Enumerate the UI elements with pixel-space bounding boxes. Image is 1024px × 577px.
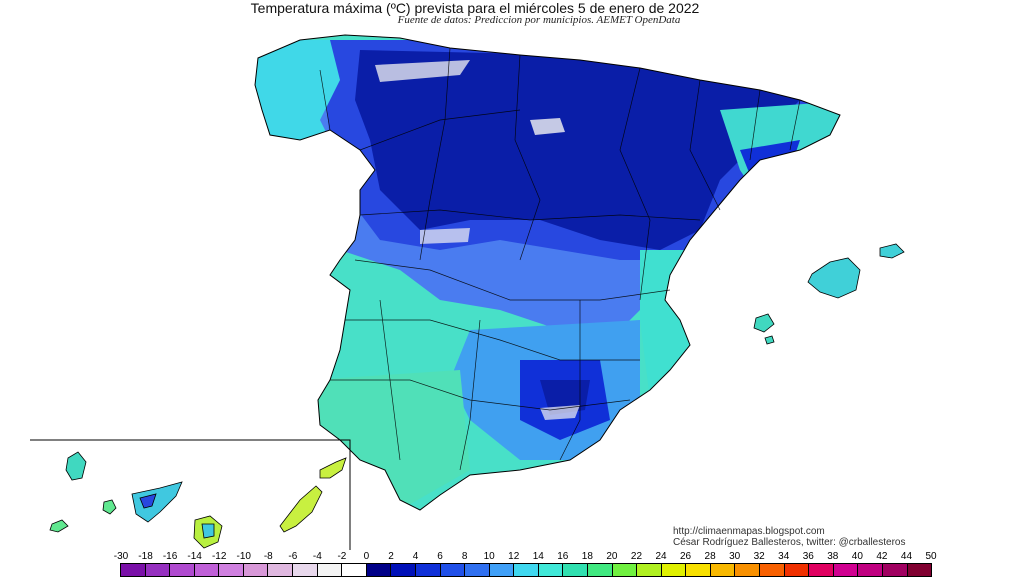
legend-label: 22 <box>630 551 643 562</box>
legend-label: 40 <box>851 551 863 562</box>
legend-swatch <box>391 564 416 576</box>
credits-url: http://climaenmapas.blogspot.com <box>673 526 825 537</box>
legend-label: 24 <box>655 551 667 562</box>
legend-swatch <box>710 564 736 576</box>
legend-label: 0 <box>363 551 370 562</box>
legend-label: 38 <box>827 551 839 562</box>
legend-label: -12 <box>211 551 227 562</box>
legend-label: 28 <box>704 551 716 562</box>
legend-swatch <box>243 564 269 576</box>
legend-swatch <box>342 564 367 576</box>
legend-label: 42 <box>876 551 888 562</box>
legend-label: 8 <box>461 551 468 562</box>
legend-swatch <box>268 564 294 576</box>
legend-swatch <box>907 564 932 576</box>
legend-swatch <box>760 564 785 576</box>
legend-label: 34 <box>778 551 790 562</box>
legend-label: 50 <box>925 551 937 562</box>
legend-label: -4 <box>312 551 322 562</box>
balearic-islands <box>753 243 905 345</box>
legend-swatch <box>882 564 908 576</box>
legend-label: 6 <box>437 551 443 562</box>
legend-swatch <box>145 564 171 576</box>
credits: http://climaenmapas.blogspot.com César R… <box>673 526 905 548</box>
legend-label: 20 <box>606 551 618 562</box>
legend-swatch <box>538 564 564 576</box>
legend-swatch <box>170 564 195 576</box>
legend-swatch <box>489 564 515 576</box>
legend-swatch <box>194 564 220 576</box>
legend-swatch <box>121 564 146 576</box>
legend-label: 30 <box>729 551 741 562</box>
legend-swatch <box>809 564 834 576</box>
legend-swatch <box>612 564 638 576</box>
credits-author: César Rodríguez Ballesteros, twitter: @c… <box>673 537 906 548</box>
legend-swatch <box>415 564 441 576</box>
legend-swatch <box>440 564 466 576</box>
legend-label: 10 <box>483 551 495 562</box>
legend-swatch <box>366 564 392 576</box>
legend-label: 26 <box>679 551 692 562</box>
legend-label: -30 <box>113 551 129 562</box>
legend-label: -8 <box>263 551 273 562</box>
legend-swatch <box>465 564 490 576</box>
legend-swatch <box>317 564 343 576</box>
map-title: Temperatura máxima (ºC) prevista para el… <box>250 0 700 16</box>
color-legend: -30 -18 -16 -14 -12 -10 -8 -6 -4 -2 0 2 4 6 8 10 12 14 16 1… <box>114 551 937 577</box>
legend-swatch <box>293 564 318 576</box>
legend-label: -2 <box>337 551 347 562</box>
legend-swatch <box>858 564 883 576</box>
legend-swatch <box>784 564 810 576</box>
legend-swatch <box>219 564 244 576</box>
legend-label: -10 <box>236 551 251 562</box>
legend-label: -6 <box>288 551 298 562</box>
legend-swatch <box>686 564 711 576</box>
legend-swatch <box>563 564 588 576</box>
legend-label: 32 <box>753 551 765 562</box>
peninsula <box>254 34 841 511</box>
legend-swatch <box>587 564 613 576</box>
legend-swatch <box>833 564 859 576</box>
legend-swatch <box>661 564 687 576</box>
map-subtitle: Fuente de datos: Prediccion por municipi… <box>397 14 681 26</box>
legend-label: 16 <box>557 551 569 562</box>
legend-swatch <box>735 564 761 576</box>
legend-swatch <box>514 564 539 576</box>
legend-labels: -30 -18 -16 -14 -12 -10 -8 -6 -4 -2 0 2 4 6 8 10 12 14 16 1… <box>114 551 937 563</box>
legend-label: 12 <box>508 551 520 562</box>
legend-label: -18 <box>138 551 153 562</box>
legend-label: 14 <box>532 551 544 562</box>
canary-islands-inset <box>30 439 351 550</box>
legend-label: -16 <box>162 551 178 562</box>
legend-bar <box>120 563 932 577</box>
legend-swatch <box>637 564 662 576</box>
legend-label: 44 <box>900 551 913 562</box>
legend-label: 2 <box>388 551 394 562</box>
legend-label: 4 <box>412 551 419 562</box>
legend-label: -14 <box>187 551 202 562</box>
legend-label: 18 <box>581 551 593 562</box>
legend-label: 36 <box>802 551 814 562</box>
